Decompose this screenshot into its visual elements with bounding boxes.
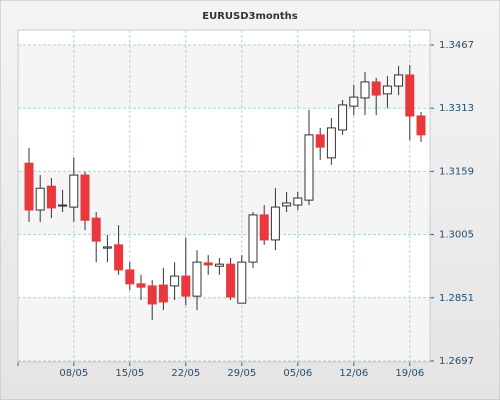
y-tick-label: 1.3159 (439, 166, 474, 177)
candle-body (248, 214, 258, 263)
candle-body (181, 275, 191, 297)
candle-body (405, 74, 415, 117)
candle-body (91, 217, 101, 242)
x-tick-label: 22/05 (171, 368, 200, 379)
candle-body (226, 263, 236, 298)
candle-body (80, 174, 90, 221)
plot-border (17, 29, 431, 363)
candle-body (58, 204, 68, 207)
candle-body (170, 275, 180, 287)
candle-body (158, 284, 168, 303)
band (18, 297, 430, 361)
y-tick-label: 1.3005 (439, 230, 474, 241)
y-tick-label: 1.3313 (439, 103, 474, 114)
candle-body (382, 85, 392, 95)
candle-body (69, 174, 79, 208)
candle-body (136, 283, 146, 288)
chart-title: EURUSD3months (202, 11, 298, 22)
candle-body (371, 81, 381, 96)
plot: 1.2697 1.2851 1.3005 1.3159 1.3313 1.3467 08/0… (17, 29, 474, 379)
x-tick-label: 05/06 (283, 368, 312, 379)
x-tick-label: 29/05 (227, 368, 256, 379)
candle-body (304, 134, 314, 201)
candle-body (259, 214, 269, 241)
candle-body (282, 202, 292, 207)
band (18, 45, 430, 109)
candle-body (102, 246, 112, 249)
candle-body (394, 74, 404, 87)
candle-body (360, 81, 370, 99)
candle-body (192, 261, 202, 297)
candle-body (114, 244, 124, 271)
candle-body (147, 285, 157, 305)
x-tick-label: 08/05 (59, 368, 88, 379)
candle-body (46, 185, 56, 209)
candle-body (203, 262, 213, 266)
candle-body (416, 115, 426, 136)
band (18, 171, 430, 235)
candle-body (125, 269, 135, 285)
candle-body (214, 263, 224, 267)
y-tick-label: 1.2851 (439, 293, 474, 304)
y-tick-label: 1.3467 (439, 40, 474, 51)
candle-body (326, 127, 336, 159)
candle-body (35, 187, 45, 211)
candle-body (338, 104, 348, 131)
x-tick-label: 15/05 (115, 368, 144, 379)
candle-body (349, 96, 359, 107)
candle-body (24, 162, 34, 211)
candle-body (293, 197, 303, 206)
x-tick-label: 19/06 (395, 368, 424, 379)
candle-body (270, 206, 280, 241)
y-tick-label: 1.2697 (439, 356, 474, 367)
x-tick-label: 12/06 (339, 368, 368, 379)
candle-body (315, 134, 325, 148)
candle-body (237, 261, 247, 304)
